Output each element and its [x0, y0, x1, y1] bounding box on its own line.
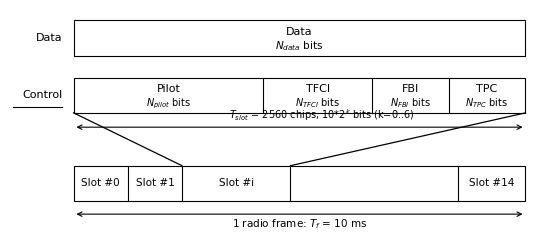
- Text: $N_{data}$ bits: $N_{data}$ bits: [276, 39, 323, 53]
- Bar: [74, 78, 525, 113]
- Text: $N_{pilot}$ bits: $N_{pilot}$ bits: [146, 96, 191, 110]
- Text: Data: Data: [36, 33, 63, 43]
- Text: FBI: FBI: [402, 84, 419, 94]
- Bar: [74, 20, 525, 56]
- Text: Pilot: Pilot: [157, 84, 180, 94]
- Text: $N_{TFCI}$ bits: $N_{TFCI}$ bits: [295, 96, 340, 110]
- Bar: [74, 166, 525, 201]
- Text: 1 radio frame: $T_f$ = 10 ms: 1 radio frame: $T_f$ = 10 ms: [232, 217, 367, 231]
- Text: Slot #0: Slot #0: [81, 178, 120, 188]
- Text: Slot #i: Slot #i: [219, 178, 254, 188]
- Text: $T_{slot}$ = 2560 chips, 10*2$^k$ bits (k=0..6): $T_{slot}$ = 2560 chips, 10*2$^k$ bits (…: [228, 107, 414, 123]
- Text: TFCI: TFCI: [305, 84, 329, 94]
- Text: $N_{FBI}$ bits: $N_{FBI}$ bits: [390, 96, 431, 110]
- Text: $N_{TPC}$ bits: $N_{TPC}$ bits: [465, 96, 509, 110]
- Text: Control: Control: [23, 90, 63, 100]
- Text: Slot #1: Slot #1: [135, 178, 174, 188]
- Text: Data: Data: [286, 27, 313, 37]
- Text: Slot #14: Slot #14: [469, 178, 514, 188]
- Text: TPC: TPC: [476, 84, 498, 94]
